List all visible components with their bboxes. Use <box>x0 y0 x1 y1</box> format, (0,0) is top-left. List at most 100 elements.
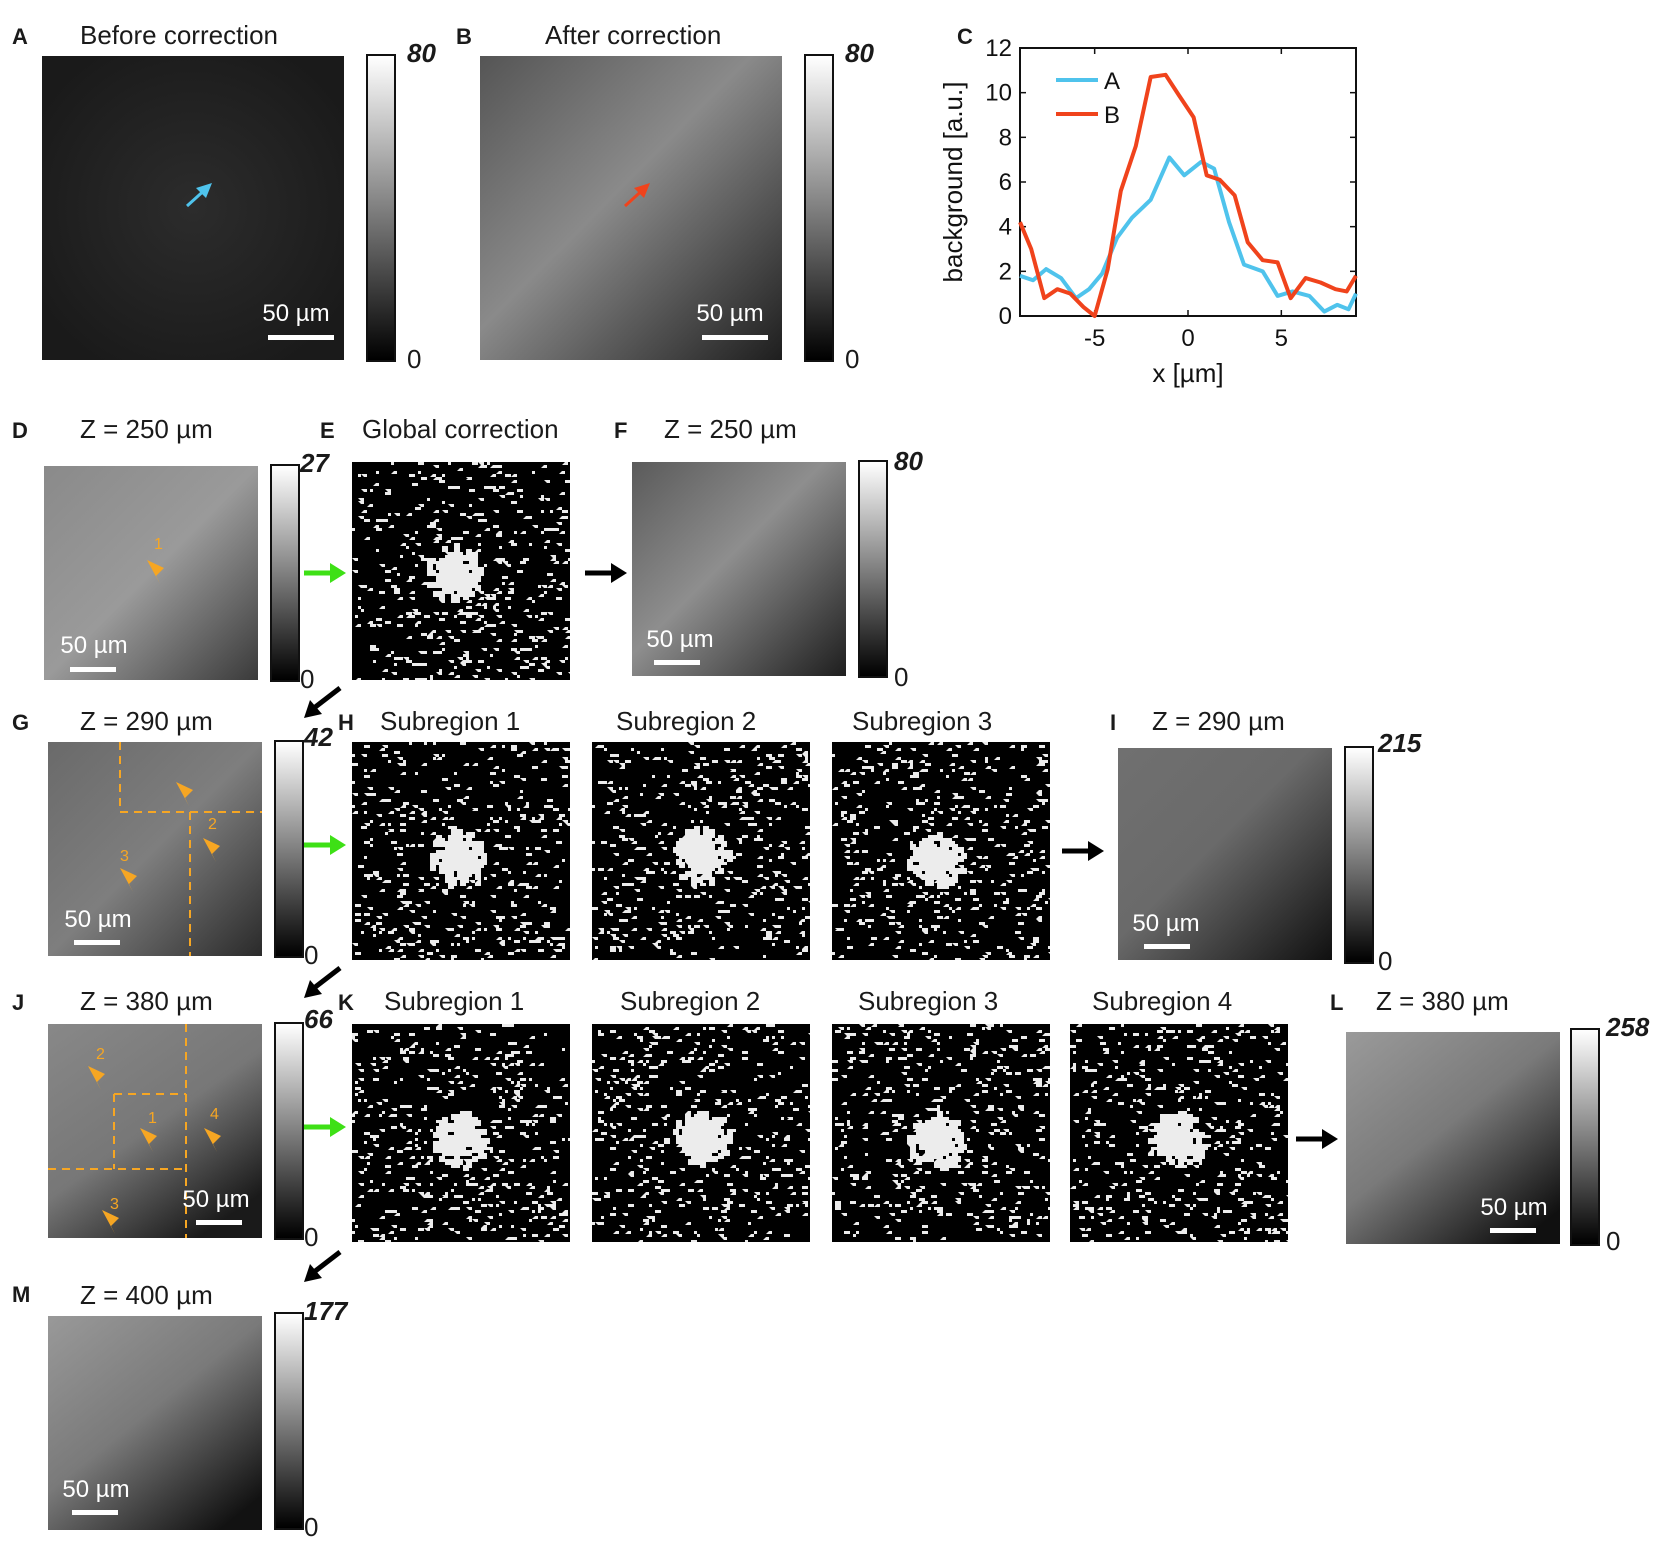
panel-letter-d: D <box>12 418 28 443</box>
panel-j-image-art <box>48 1024 262 1238</box>
diagonal-arrow-icon <box>304 1250 342 1282</box>
panel-l-scalebar <box>1490 1228 1536 1233</box>
panel-b-image-art <box>480 56 782 360</box>
panel-k-psf-2 <box>592 1024 810 1242</box>
psf-speckle-art <box>352 742 570 960</box>
panel-i-title: Z = 290 µm <box>1152 706 1285 736</box>
panel-k-psf-1 <box>352 1024 570 1242</box>
x-tick-label: 0 <box>1181 325 1194 352</box>
panel-k-subregion-1-title: Subregion 1 <box>384 986 525 1016</box>
panel-m-cmax: 177 <box>304 1296 348 1326</box>
panel-d-scalebar-label: 50 µm <box>60 632 128 659</box>
panel-j-colorbar <box>274 1022 304 1240</box>
panel-g-title: Z = 290 µm <box>80 706 213 736</box>
panel-f-image-art <box>632 462 846 676</box>
panel-j-cmax: 66 <box>304 1004 333 1034</box>
panel-j-image <box>48 1024 262 1238</box>
x-tick-label: 5 <box>1275 325 1288 352</box>
panel-letter-f: F <box>614 418 628 443</box>
panel-g-image-art <box>48 742 262 956</box>
panel-j-mark-3: 3 <box>110 1196 119 1213</box>
panel-letter-a: A <box>12 24 28 49</box>
panel-g-mark-2: 2 <box>208 816 217 833</box>
psf-speckle-art <box>352 462 570 680</box>
panel-f-scalebar-label: 50 µm <box>646 626 714 653</box>
y-tick-label: 8 <box>999 124 1012 151</box>
panel-letter-l: L <box>1330 990 1344 1015</box>
panel-g-scalebar-label: 50 µm <box>64 906 132 933</box>
panel-h-subregion-3-title: Subregion 3 <box>852 706 993 736</box>
y-axis-label-line: background [a.u.] <box>940 82 968 283</box>
panel-letter-k: K <box>338 990 354 1015</box>
black-arrow-icon <box>585 563 627 583</box>
panel-g-colorbar <box>274 740 304 958</box>
panel-j-mark-4: 4 <box>210 1106 219 1123</box>
diagonal-arrow-icon <box>304 686 342 718</box>
panel-k-subregion-4-title: Subregion 4 <box>1092 986 1233 1016</box>
panel-j-title: Z = 380 µm <box>80 986 213 1016</box>
panel-i-cmax: 215 <box>1378 728 1422 758</box>
panel-letter-m: M <box>12 1282 31 1307</box>
panel-d-cmin: 0 <box>300 664 315 694</box>
y-tick-label: 2 <box>999 258 1012 285</box>
panel-h-psf-2 <box>592 742 810 960</box>
panel-j-cmin: 0 <box>304 1222 319 1252</box>
panel-k-subregion-2-title: Subregion 2 <box>620 986 761 1016</box>
panel-f-image <box>632 462 846 676</box>
panel-l-cmax: 258 <box>1606 1012 1650 1042</box>
panel-b-cmin: 0 <box>845 344 860 374</box>
panel-d-image <box>44 466 258 680</box>
panel-g-image <box>48 742 262 956</box>
panel-k-subregion-3-title: Subregion 3 <box>858 986 999 1016</box>
panel-b-title: After correction <box>545 20 722 50</box>
panel-d-image-art <box>44 466 258 680</box>
panel-letter-g: G <box>12 710 30 735</box>
panel-b-scalebar <box>702 335 768 340</box>
panel-e-title: Global correction <box>362 414 559 444</box>
panel-h-subregion-1-title: Subregion 1 <box>380 706 521 736</box>
psf-speckle-art <box>592 742 810 960</box>
panel-e-psf <box>352 462 570 680</box>
panel-d-scalebar <box>70 667 116 672</box>
panel-a-image-art <box>42 56 344 360</box>
panel-letter-c: C <box>957 24 973 49</box>
panel-b-image <box>480 56 782 360</box>
panel-k-psf-3 <box>832 1024 1050 1242</box>
panel-a-title: Before correction <box>80 20 278 50</box>
x-axis-label: x [µm] <box>1152 358 1223 388</box>
panel-l-cmin: 0 <box>1606 1226 1621 1256</box>
series-line-a <box>1019 155 1358 314</box>
panel-a-scalebar-label: 50 µm <box>262 300 330 327</box>
series-line-b <box>1018 72 1358 318</box>
panel-j-scalebar-label: 50 µm <box>182 1186 250 1213</box>
panel-m-colorbar <box>274 1312 304 1530</box>
panel-f-colorbar <box>858 460 888 678</box>
panel-f-cmax: 80 <box>894 446 923 476</box>
panel-b-scalebar-label: 50 µm <box>696 300 764 327</box>
panel-g-mark-3: 3 <box>120 848 129 865</box>
black-arrow-icon <box>1062 841 1104 861</box>
panel-i-colorbar <box>1344 746 1374 964</box>
green-arrow-icon <box>304 563 346 583</box>
psf-speckle-art <box>832 742 1050 960</box>
panel-i-image-art <box>1118 748 1332 960</box>
panel-m-scalebar <box>72 1510 118 1515</box>
panel-l-title: Z = 380 µm <box>1376 986 1509 1016</box>
panel-m-cmin: 0 <box>304 1512 319 1542</box>
panel-l-scalebar-label: 50 µm <box>1480 1194 1548 1221</box>
x-tick-label: -5 <box>1084 325 1105 352</box>
panel-m-scalebar-label: 50 µm <box>62 1476 130 1503</box>
panel-a-colorbar <box>366 54 396 362</box>
y-tick-label: 0 <box>999 303 1012 330</box>
legend-label-a: A <box>1104 68 1120 95</box>
green-arrow-icon <box>304 1117 346 1137</box>
panel-letter-e: E <box>320 418 335 443</box>
green-arrow-icon <box>304 835 346 855</box>
panel-letter-j: J <box>12 990 25 1015</box>
panel-f-cmin: 0 <box>894 662 909 692</box>
psf-speckle-art <box>832 1024 1050 1242</box>
panel-i-scalebar-label: 50 µm <box>1132 910 1200 937</box>
panel-a-cmin: 0 <box>407 344 422 374</box>
